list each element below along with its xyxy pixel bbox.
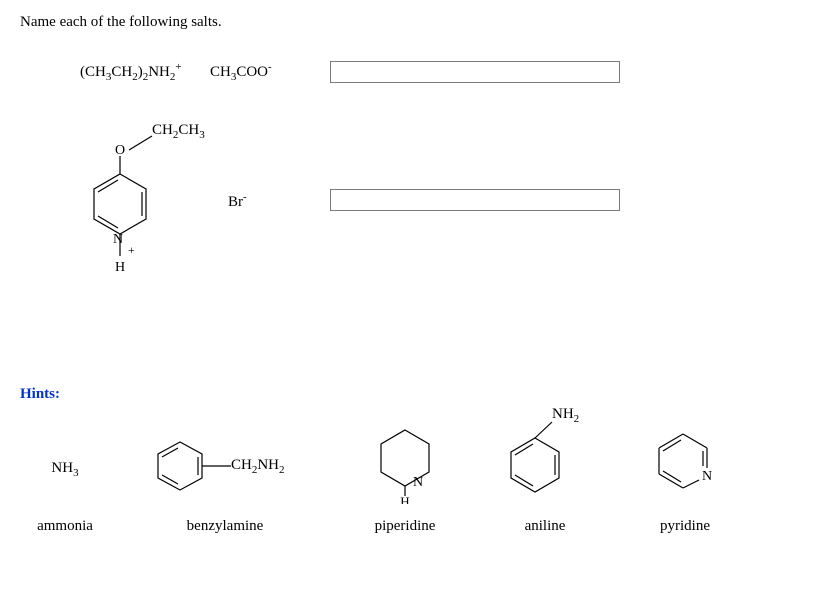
salt2-anion: Br- [228,191,247,211]
salt2-answer-input[interactable] [330,189,620,211]
salt1-cation-formula: (CH3CH2)2NH2+ [80,64,182,80]
aniline-svg [490,404,600,504]
salt2-anion-formula: Br- [228,194,247,210]
benzylamine-svg [135,416,315,504]
svg-text:N: N [413,475,423,490]
hint-piperidine-label: piperidine [355,518,455,535]
hint-piperidine: N H piperidine [355,416,455,535]
svg-text:H: H [115,260,125,275]
salt1-answer-input[interactable] [330,61,620,83]
ammonia-formula: NH3 [51,460,78,479]
hint-pyridine-label: pyridine [635,518,735,535]
svg-text:N: N [113,232,123,247]
hint-benzylamine-label: benzylamine [135,518,315,535]
svg-text:N: N [702,469,712,484]
pyridine-svg: N [635,416,735,504]
page-title: Name each of the following salts. [20,14,793,31]
hint-aniline-label: aniline [490,518,600,535]
svg-text:+: + [128,243,135,257]
svg-text:O: O [115,143,125,158]
piperidine-svg: N H [355,416,455,504]
salt2-cation-structure: O N + H CH2CH3 [80,106,220,296]
hints-label: Hints: [20,386,60,403]
svg-text:H: H [400,494,409,504]
hint-ammonia-label: ammonia [20,518,110,535]
salts-section: (CH3CH2)2NH2+ CH3COO- O [20,61,793,331]
salt1-anion-formula: CH3COO- [210,64,272,80]
hints-section: Hints: NH3 ammonia CH2NH2 benzylam [20,386,793,586]
hint-aniline: NH2 aniline [490,404,600,535]
salt2-substituent: CH2CH3 [152,122,205,141]
aniline-sub: NH2 [552,406,579,425]
hint-benzylamine: CH2NH2 benzylamine [135,416,315,535]
hint-pyridine: N pyridine [635,416,735,535]
benzylamine-sub: CH2NH2 [231,457,285,476]
hint-ammonia: NH3 ammonia [20,434,110,535]
salt1-cation: (CH3CH2)2NH2+ [80,61,182,83]
salt1-anion: CH3COO- [210,61,272,83]
